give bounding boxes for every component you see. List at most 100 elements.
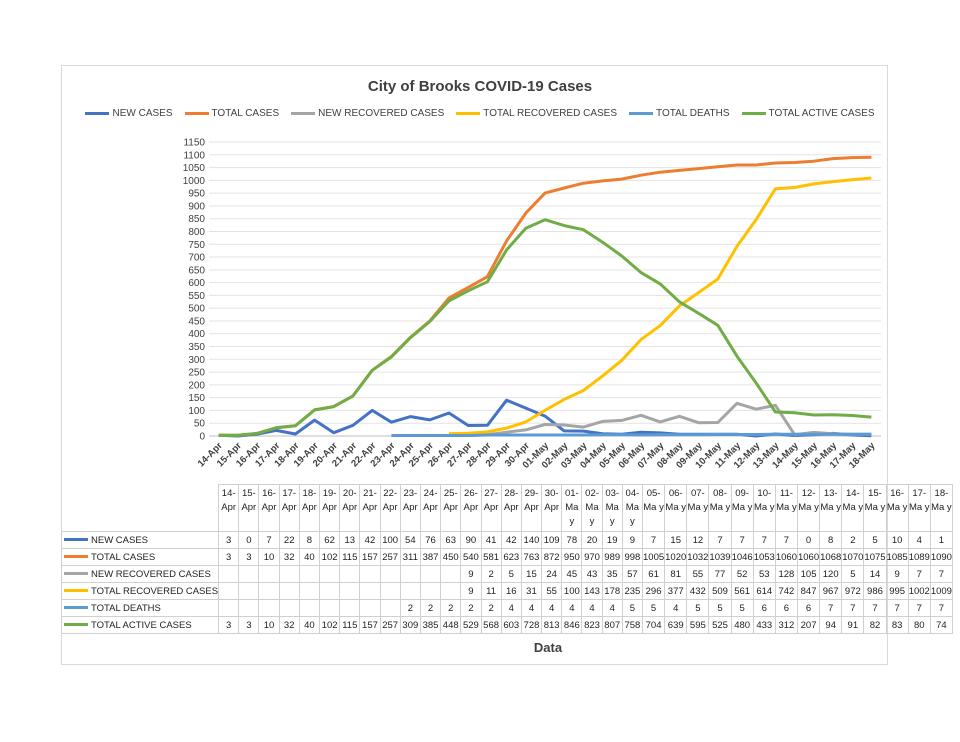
table-cell: 2 — [399, 599, 421, 617]
table-cell: 0 — [796, 531, 821, 549]
table-column-header: 26-Apr — [460, 484, 482, 532]
table-cell: 1075 — [863, 548, 887, 566]
table-cell: 3 — [238, 616, 260, 634]
table-cell — [298, 565, 321, 583]
table-cell: 7 — [907, 565, 931, 583]
series-line-total-active-cases — [218, 218, 872, 437]
y-tick-label: 850 — [188, 214, 205, 225]
table-row-label: NEW RECOVERED CASES — [60, 565, 220, 583]
legend-swatch — [184, 111, 209, 115]
table-cell: 12 — [686, 531, 710, 549]
y-tick-label: 750 — [188, 240, 205, 251]
table-cell: 2 — [841, 531, 865, 549]
table-cell: 0 — [238, 531, 260, 549]
table-cell: 257 — [379, 616, 401, 634]
y-tick-label: 1150 — [183, 138, 205, 149]
table-cell: 81 — [664, 565, 688, 583]
table-column-header: 08-Ma y — [708, 484, 732, 532]
x-axis-title: Data — [533, 640, 563, 655]
table-cell: 178 — [601, 582, 623, 600]
table-cell — [339, 599, 361, 617]
table-cell: 207 — [796, 616, 821, 634]
table-cell: 385 — [419, 616, 442, 634]
table-cell: 9 — [460, 582, 482, 600]
table-column-header: 17-Apr — [278, 484, 300, 532]
table-column-header: 19-Apr — [318, 484, 341, 532]
y-tick-label: 950 — [188, 189, 205, 200]
series-line-total-cases — [218, 155, 872, 437]
table-cell: 1068 — [819, 548, 843, 566]
table-row-label: TOTAL CASES — [60, 548, 220, 566]
table-cell: 82 — [863, 616, 887, 634]
table-cell: 9 — [621, 531, 644, 549]
row-legend-swatch — [64, 623, 88, 627]
table-cell: 763 — [520, 548, 543, 566]
table-cell: 1 — [929, 531, 953, 549]
table-cell: 1089 — [907, 548, 931, 566]
table-cell — [359, 599, 381, 617]
table-column-header: 20-Apr — [339, 484, 361, 532]
table-cell: 568 — [480, 616, 502, 634]
table-cell: 19 — [601, 531, 623, 549]
table-cell: 157 — [359, 548, 381, 566]
legend-label: TOTAL RECOVERED CASES — [483, 108, 618, 119]
table-cell: 561 — [730, 582, 754, 600]
table-row: TOTAL RECOVERED CASES 9 11 16 31 55 100 143 178 2… — [60, 582, 953, 600]
table-cell: 758 — [621, 616, 644, 634]
legend-entry: TOTAL RECOVERED CASES — [456, 108, 617, 119]
table-column-header: 09-Ma y — [730, 484, 754, 532]
table-cell — [379, 599, 401, 617]
table-column-header: 10-Ma y — [752, 484, 776, 532]
table-cell: 2 — [460, 599, 482, 617]
table-cell: 15 — [664, 531, 688, 549]
table-row: NEW RECOVERED CASES 9 2 5 15 24 45 43 35 57 61 81 55… — [60, 565, 953, 583]
y-tick-label: 450 — [188, 316, 205, 327]
row-label-text: NEW CASES — [91, 534, 149, 546]
table-cell — [440, 582, 462, 600]
table-cell: 529 — [460, 616, 482, 634]
legend-entry: NEW CASES — [85, 108, 173, 119]
table-cell — [258, 599, 280, 617]
table-cell: 1085 — [885, 548, 909, 566]
table-column-header: 02-Ma y — [581, 484, 603, 532]
table-cell: 540 — [460, 548, 482, 566]
table-cell: 2 — [419, 599, 442, 617]
row-legend-swatch — [64, 589, 88, 593]
table-column-header: 15-Apr — [238, 484, 260, 532]
table-row: NEW CASES 3 0 7 22 8 62 13 42 100 54 76 63 90 41 42 140 1… — [60, 531, 953, 549]
table-cell: 5 — [621, 599, 644, 617]
table-cell: 35 — [601, 565, 623, 583]
y-tick-label: 250 — [188, 368, 205, 379]
table-cell: 1053 — [752, 548, 776, 566]
table-cell: 6 — [774, 599, 798, 617]
table-column-header: 04-Ma y — [621, 484, 644, 532]
table-cell — [218, 565, 240, 583]
y-tick-label: 350 — [188, 342, 205, 353]
table-cell: 7 — [258, 531, 280, 549]
table-cell — [318, 599, 341, 617]
legend-label: NEW RECOVERED CASES — [318, 108, 445, 119]
table-cell: 2 — [480, 599, 502, 617]
table-cell: 7 — [819, 599, 843, 617]
table-cell: 742 — [774, 582, 798, 600]
table-cell: 61 — [641, 565, 666, 583]
table-cell: 9 — [885, 565, 909, 583]
table-cell: 603 — [500, 616, 522, 634]
table-cell: 14 — [863, 565, 887, 583]
table-cell: 998 — [621, 548, 644, 566]
row-legend-swatch — [64, 572, 88, 576]
table-cell — [278, 582, 300, 600]
table-cell: 77 — [708, 565, 732, 583]
table-cell: 62 — [318, 531, 341, 549]
table-cell: 15 — [520, 565, 543, 583]
table-cell: 989 — [601, 548, 623, 566]
legend-swatch — [629, 111, 654, 115]
legend-swatch — [85, 111, 110, 115]
table-cell: 581 — [480, 548, 502, 566]
table-cell — [278, 599, 300, 617]
legend-label: TOTAL DEATHS — [656, 108, 730, 119]
table-cell: 105 — [796, 565, 821, 583]
table-cell: 4 — [561, 599, 583, 617]
table-column-header: 28-Apr — [500, 484, 522, 532]
table-cell: 120 — [819, 565, 843, 583]
